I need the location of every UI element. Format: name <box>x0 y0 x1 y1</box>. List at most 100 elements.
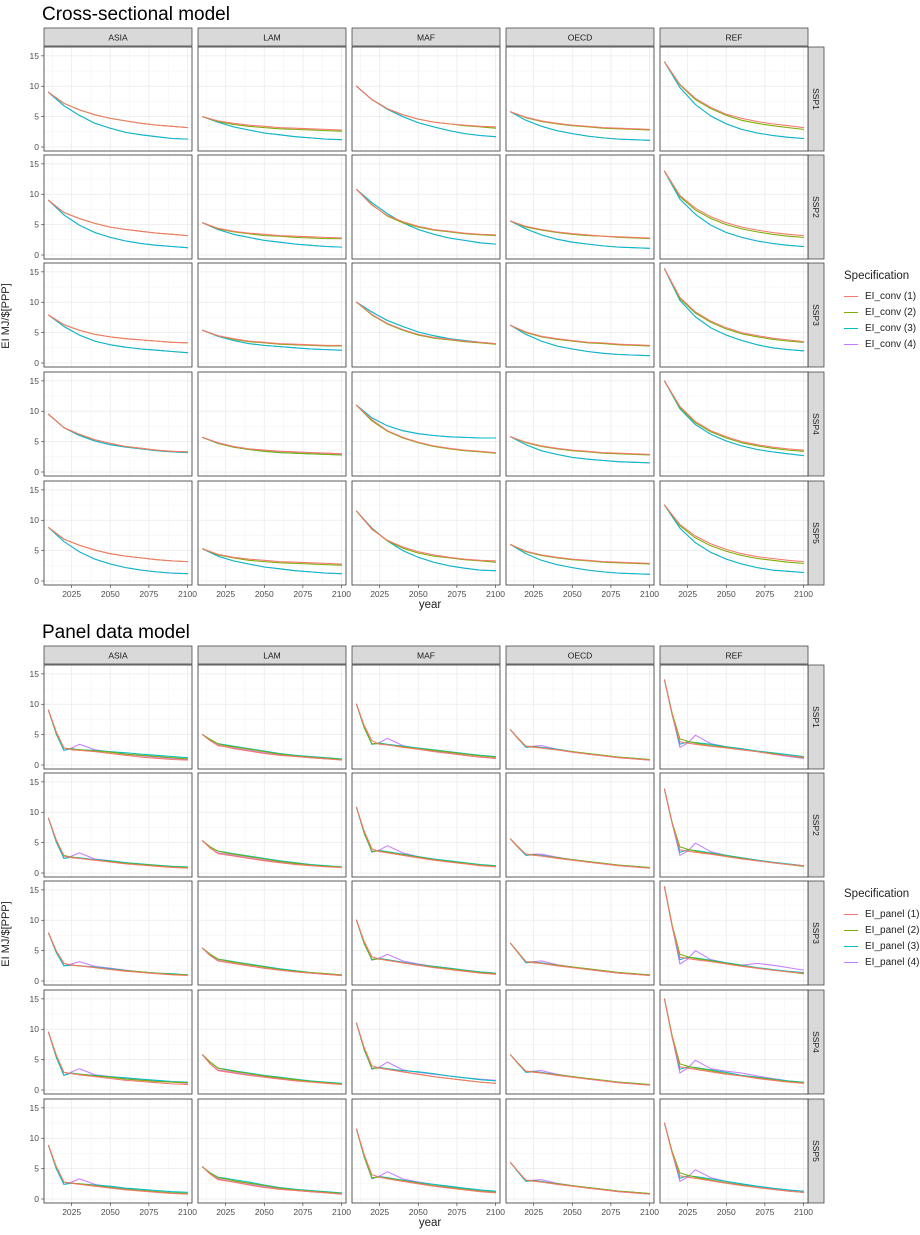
y-tick-label: 0 <box>34 760 39 770</box>
series-line <box>201 116 343 131</box>
panel-border <box>197 1098 347 1204</box>
y-tick-label: 10 <box>30 515 40 525</box>
panel-background <box>352 990 500 1094</box>
panel-border <box>197 46 347 152</box>
y-tick-label: 10 <box>30 1024 40 1034</box>
facet-panel <box>43 772 193 878</box>
panel-border <box>505 880 655 986</box>
legend: Specification EI_conv (1) EI_conv (2) EI… <box>844 270 916 352</box>
panel-border <box>197 880 347 986</box>
facet-strip-right: SSP1 <box>807 46 825 152</box>
cross-sectional-facet-grid: ASIA LAM MAF OECD REF SSP1 0 5 10 15 SSP2 0 5 10 15 SSP… <box>30 27 825 599</box>
series-line <box>47 817 189 868</box>
facet-strip-top: REF <box>659 27 809 47</box>
series-line <box>201 436 343 456</box>
x-tick-label: 2025 <box>524 589 543 599</box>
series-line <box>201 116 343 132</box>
series-line <box>201 1166 343 1195</box>
panel-border <box>505 772 655 878</box>
facet-strip-background <box>505 27 655 47</box>
x-tick-label: 2025 <box>370 1207 389 1217</box>
panel-background <box>352 773 500 877</box>
panel-background <box>198 47 346 151</box>
series-line <box>509 436 651 464</box>
legend-item: EI_conv (1) <box>844 288 916 304</box>
facet-strip-right: SSP2 <box>807 154 825 260</box>
legend-label: EI_panel (3) <box>865 940 920 952</box>
legend-label: EI_conv (1) <box>865 290 917 302</box>
series-line <box>355 806 497 867</box>
panel-background <box>660 1099 808 1203</box>
y-tick-label: 10 <box>30 189 40 199</box>
series-line <box>509 111 651 141</box>
legend-label: EI_conv (4) <box>865 338 917 350</box>
series-line <box>663 788 805 867</box>
x-tick-label: 2100 <box>640 1207 659 1217</box>
y-tick-label: 15 <box>30 485 40 495</box>
panel-background <box>352 263 500 367</box>
series-line <box>47 709 189 761</box>
facet-panel <box>505 880 655 986</box>
x-tick-label: 2075 <box>447 589 466 599</box>
legend-swatch <box>844 929 858 931</box>
panel-background <box>660 773 808 877</box>
panel-background <box>660 47 808 151</box>
series-line <box>663 504 805 574</box>
legend-label: EI_panel (4) <box>865 956 920 968</box>
panel-background <box>44 881 192 985</box>
series-line <box>201 734 343 761</box>
facet-strip-label: ASIA <box>108 651 128 661</box>
facet-strip-top: OECD <box>505 27 655 47</box>
series-line <box>355 404 497 454</box>
panel-border <box>197 262 347 368</box>
facet-panel <box>43 46 193 152</box>
panel-background <box>506 481 654 585</box>
x-tick-label: 2075 <box>755 589 774 599</box>
panel-border <box>659 480 809 586</box>
facet-panel <box>351 1098 501 1204</box>
x-tick-label: 2025 <box>370 589 389 599</box>
y-tick-label: 5 <box>34 220 39 230</box>
y-tick-label: 0 <box>34 142 39 152</box>
panel-data-facet-grid: ASIA LAM MAF OECD REF SSP1 0 5 10 15 SSP2 0 5 10 15 SSP… <box>30 645 825 1217</box>
x-tick-label: 2050 <box>717 1207 736 1217</box>
facet-panel <box>505 154 655 260</box>
panel-background <box>506 773 654 877</box>
y-tick-label: 15 <box>30 885 40 895</box>
x-tick-label: 2025 <box>678 1207 697 1217</box>
series-line <box>663 679 805 758</box>
series-line <box>47 199 189 249</box>
series-line <box>509 220 651 249</box>
x-tick-label: 2100 <box>178 1207 197 1217</box>
y-tick-label: 5 <box>34 838 39 848</box>
facet-strip-right: SSP5 <box>807 480 825 586</box>
series-line <box>663 1122 805 1193</box>
x-tick-label: 2050 <box>563 1207 582 1217</box>
y-tick-label: 0 <box>34 1194 39 1204</box>
legend: Specification EI_panel (1) EI_panel (2) … <box>844 888 919 970</box>
facet-panel <box>43 989 193 1095</box>
series-line <box>201 548 343 566</box>
x-tick-label: 2050 <box>255 589 274 599</box>
facet-panel <box>43 1098 193 1204</box>
panel-border <box>351 989 501 1095</box>
facet-panel <box>197 371 347 477</box>
series-line <box>509 942 651 977</box>
series-line <box>355 404 497 454</box>
series-line <box>509 543 651 564</box>
panel-background <box>506 47 654 151</box>
panel-border <box>197 154 347 260</box>
facet-strip-top: ASIA <box>43 645 193 665</box>
series-line <box>201 947 343 977</box>
facet-panel <box>43 154 193 260</box>
series-line <box>663 998 805 1084</box>
facet-strip-right: SSP1 <box>807 664 825 770</box>
facet-panel <box>505 772 655 878</box>
x-tick-label: 2075 <box>139 1207 158 1217</box>
y-tick-label: 5 <box>34 730 39 740</box>
panel-border <box>197 664 347 770</box>
panel-border <box>351 664 501 770</box>
series-line <box>47 413 189 454</box>
panel-background <box>660 372 808 476</box>
series-line <box>663 998 805 1084</box>
